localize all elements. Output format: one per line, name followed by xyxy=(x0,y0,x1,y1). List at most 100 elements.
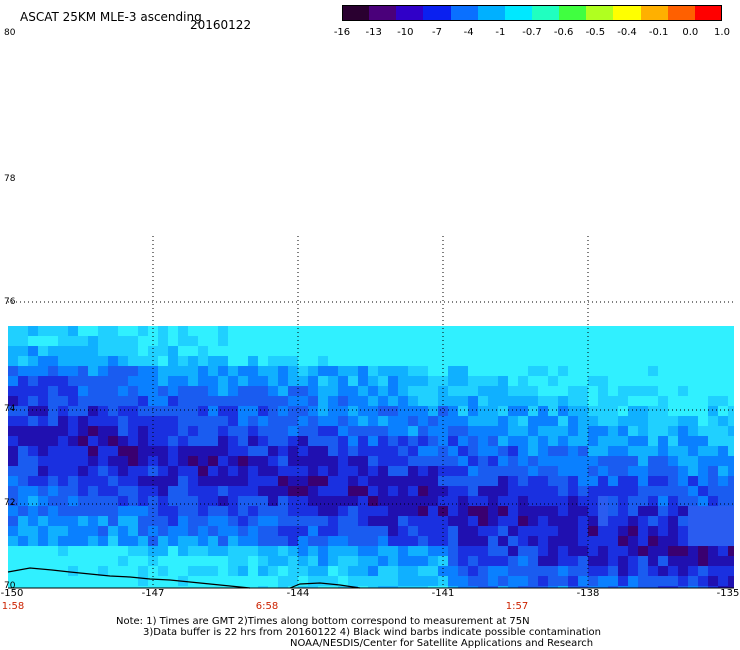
data-cell xyxy=(518,326,528,336)
data-cell xyxy=(208,516,218,526)
data-cell xyxy=(368,426,378,436)
data-cell xyxy=(608,576,618,586)
data-cell xyxy=(148,526,158,536)
data-cell xyxy=(118,426,128,436)
data-cell xyxy=(158,326,168,336)
data-cell xyxy=(328,486,338,496)
data-cell xyxy=(168,346,178,356)
data-cell xyxy=(358,386,368,396)
data-cell xyxy=(348,426,358,436)
data-cell xyxy=(518,336,528,346)
data-cell xyxy=(428,566,438,576)
data-cell xyxy=(188,576,198,586)
data-cell xyxy=(158,536,168,546)
data-cell xyxy=(718,476,728,486)
data-cell xyxy=(348,356,358,366)
data-cell xyxy=(48,386,58,396)
data-cell xyxy=(278,516,288,526)
data-cell xyxy=(468,406,478,416)
data-cell xyxy=(418,516,428,526)
data-cell xyxy=(368,406,378,416)
data-cell xyxy=(348,486,358,496)
data-cell xyxy=(178,396,188,406)
data-cell xyxy=(318,446,328,456)
data-cell xyxy=(188,406,198,416)
data-cell xyxy=(618,456,628,466)
data-cell xyxy=(28,506,38,516)
data-cell xyxy=(478,456,488,466)
data-cell xyxy=(448,366,458,376)
data-cell xyxy=(358,566,368,576)
data-cell xyxy=(548,436,558,446)
lon-label-144: -144 xyxy=(287,588,310,599)
data-cell xyxy=(608,456,618,466)
data-cell xyxy=(228,356,238,366)
data-cell xyxy=(398,516,408,526)
data-cell xyxy=(608,436,618,446)
data-cell xyxy=(218,366,228,376)
data-cell xyxy=(468,326,478,336)
data-cell xyxy=(558,536,568,546)
data-cell xyxy=(528,336,538,346)
data-cell xyxy=(448,476,458,486)
data-cell xyxy=(728,486,734,496)
lat-label-74: 74 xyxy=(4,404,15,414)
data-cell xyxy=(568,436,578,446)
data-cell xyxy=(518,396,528,406)
data-cell xyxy=(418,506,428,516)
data-cell xyxy=(178,436,188,446)
data-cell xyxy=(68,566,78,576)
data-cell xyxy=(258,426,268,436)
data-cell xyxy=(298,376,308,386)
data-cell xyxy=(728,446,734,456)
data-cell xyxy=(268,386,278,396)
data-cell xyxy=(588,486,598,496)
data-cell xyxy=(228,526,238,536)
data-cell xyxy=(348,536,358,546)
data-cell xyxy=(528,446,538,456)
data-cell xyxy=(428,466,438,476)
data-cell xyxy=(548,536,558,546)
data-cell xyxy=(318,476,328,486)
data-cell xyxy=(8,336,18,346)
data-cell xyxy=(268,396,278,406)
data-cell xyxy=(148,446,158,456)
data-cell xyxy=(198,566,208,576)
data-cell xyxy=(278,326,288,336)
data-cell xyxy=(418,456,428,466)
data-cell xyxy=(128,486,138,496)
data-cell xyxy=(348,416,358,426)
data-cell xyxy=(18,366,28,376)
data-cell xyxy=(248,456,258,466)
data-cell xyxy=(298,416,308,426)
data-cell xyxy=(458,566,468,576)
data-cell xyxy=(378,336,388,346)
data-cell xyxy=(78,576,88,586)
data-cell xyxy=(278,476,288,486)
data-cell xyxy=(648,346,658,356)
data-cell xyxy=(158,546,168,556)
data-cell xyxy=(728,566,734,576)
data-cell xyxy=(88,476,98,486)
data-cell xyxy=(288,456,298,466)
data-cell xyxy=(458,446,468,456)
data-cell xyxy=(398,426,408,436)
data-cell xyxy=(578,446,588,456)
data-cell xyxy=(298,556,308,566)
data-cell xyxy=(158,376,168,386)
data-cell xyxy=(378,406,388,416)
data-cell xyxy=(538,326,548,336)
data-cell xyxy=(348,546,358,556)
data-cell xyxy=(418,376,428,386)
data-cell xyxy=(58,486,68,496)
data-cell xyxy=(198,416,208,426)
data-cell xyxy=(18,416,28,426)
data-cell xyxy=(48,506,58,516)
data-cell xyxy=(268,336,278,346)
data-cell xyxy=(248,556,258,566)
data-cell xyxy=(278,556,288,566)
data-cell xyxy=(238,436,248,446)
data-cell xyxy=(288,326,298,336)
data-cell xyxy=(378,526,388,536)
data-cell xyxy=(138,536,148,546)
